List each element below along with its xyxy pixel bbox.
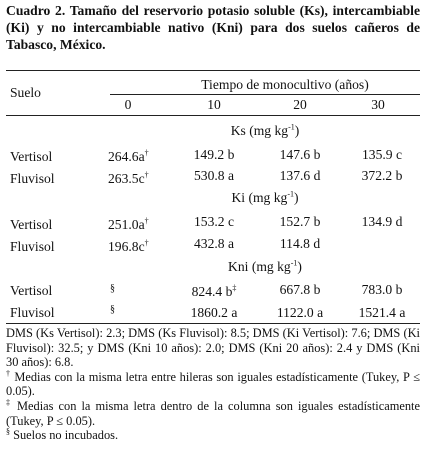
table-cell: 251.0a† [108,216,149,232]
header-col-10: 10 [207,97,221,112]
top-rule [6,70,420,71]
table-row-label: Fluvisol [10,305,55,320]
table-cell: 114.8 d [279,236,321,251]
header-col-30: 30 [371,97,385,112]
header-row-label: Suelo [10,85,41,100]
table-cell: § [110,283,115,294]
note-dms: DMS (Ks Vertisol): 2.3; DMS (Ks Fluvisol… [6,326,420,370]
table-cell: 264.6a† [108,148,149,164]
note-dagger: † Medias con la misma letra entre hilera… [6,368,420,399]
table-cell: § [110,304,115,315]
group-rule [110,94,420,95]
table-caption: Cuadro 2. Tamaño del reservorio potasio … [6,2,420,53]
table-cell: 824.4 b‡ [191,283,237,299]
note-double-dagger: ‡ Medias con la misma letra dentro de la… [6,397,420,428]
table-notes: DMS (Ks Vertisol): 2.3; DMS (Ks Fluvisol… [6,326,420,443]
section-title-ks: Ks (mg kg-1) [230,122,300,138]
note-section: § Suelos no incubados. [6,427,119,443]
table-cell: 147.6 b [279,147,321,162]
header-rule [6,115,420,116]
table-row-label: Vertisol [10,149,53,164]
table-cell: 152.7 b [279,214,321,229]
table-cell: 1860.2 a [190,305,238,320]
table-cell: 1521.4 a [358,305,406,320]
table-cell: 667.8 b [279,282,321,297]
table-row-label: Vertisol [10,283,53,298]
header-col-20: 20 [293,97,307,112]
table-cell: 149.2 b [193,147,235,162]
table-cell: 134.9 d [361,214,403,229]
table-row-label: Vertisol [10,217,53,232]
section-title-ki: Ki (mg kg-1) [231,189,299,205]
table-row-label: Fluvisol [10,239,55,254]
header-col-0: 0 [124,97,132,112]
table-cell: 137.6 d [279,168,321,183]
table-cell: 263.5c† [108,170,149,186]
table-row-label: Fluvisol [10,171,55,186]
table-cell: 1122.0 a [276,305,324,320]
table-cell: 196.8c† [108,238,149,254]
caption-text: Tamaño del reservorio potasio soluble (K… [6,3,420,52]
table-cell: 432.8 a [193,236,235,251]
table-cell: 530.8 a [193,168,235,183]
table-cell: 783.0 b [361,282,403,297]
header-group-label: Tiempo de monocultivo (años) [201,77,369,92]
section-title-kni: Kni (mg kg-1) [228,258,302,274]
bottom-rule [6,323,420,324]
table-cell: 135.9 c [361,147,403,162]
caption-label: Cuadro 2. [6,3,66,18]
table-cell: 372.2 b [361,168,403,183]
table-cell: 153.2 c [193,214,235,229]
